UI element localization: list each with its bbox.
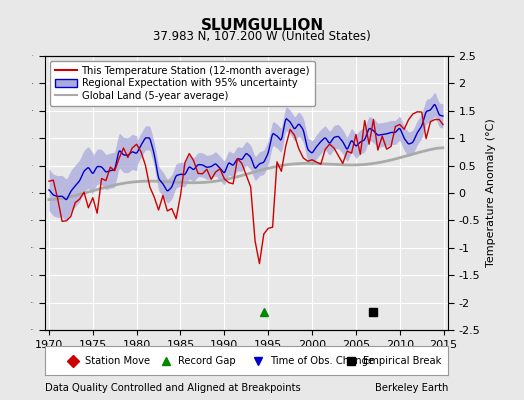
Text: Empirical Break: Empirical Break — [363, 356, 442, 366]
Text: Record Gap: Record Gap — [178, 356, 235, 366]
Y-axis label: Temperature Anomaly (°C): Temperature Anomaly (°C) — [486, 119, 496, 267]
Text: 37.983 N, 107.200 W (United States): 37.983 N, 107.200 W (United States) — [153, 30, 371, 43]
Text: Berkeley Earth: Berkeley Earth — [375, 383, 448, 393]
Legend: This Temperature Station (12-month average), Regional Expectation with 95% uncer: This Temperature Station (12-month avera… — [50, 61, 315, 106]
Text: Station Move: Station Move — [85, 356, 150, 366]
Text: Data Quality Controlled and Aligned at Breakpoints: Data Quality Controlled and Aligned at B… — [45, 383, 300, 393]
Text: SLUMGULLION: SLUMGULLION — [201, 18, 323, 33]
Text: Time of Obs. Change: Time of Obs. Change — [270, 356, 375, 366]
